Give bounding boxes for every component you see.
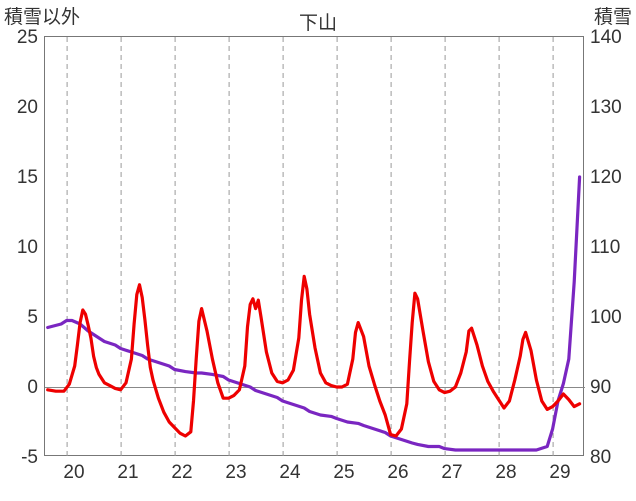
right-tick-100: 100	[590, 307, 622, 328]
left-tick-10: 10	[16, 237, 38, 258]
x-tick-28: 28	[495, 462, 517, 483]
left-tick-minus5: -5	[21, 447, 38, 468]
right-tick-90: 90	[590, 377, 612, 398]
x-tick-23: 23	[225, 462, 247, 483]
x-tick-21: 21	[117, 462, 139, 483]
x-tick-24: 24	[279, 462, 301, 483]
left-tick-25: 25	[16, 27, 38, 48]
x-tick-20: 20	[63, 462, 85, 483]
snow-depth-series	[46, 175, 582, 452]
right-tick-80: 80	[590, 447, 612, 468]
right-tick-130: 130	[590, 97, 622, 118]
x-tick-27: 27	[441, 462, 463, 483]
temperature-series	[46, 274, 582, 438]
x-tick-29: 29	[549, 462, 571, 483]
x-tick-22: 22	[171, 462, 193, 483]
right-tick-120: 120	[590, 167, 622, 188]
right-tick-140: 140	[590, 27, 622, 48]
chart-svg	[45, 37, 585, 457]
left-tick-15: 15	[16, 167, 38, 188]
left-tick-0: 0	[27, 377, 38, 398]
x-tick-25: 25	[333, 462, 355, 483]
right-axis-caption: 積雪	[593, 7, 632, 28]
chart-title: 下山	[298, 13, 337, 34]
left-tick-5: 5	[27, 307, 38, 328]
x-tick-26: 26	[387, 462, 409, 483]
plot-area	[44, 36, 585, 457]
right-tick-110: 110	[590, 237, 621, 258]
left-tick-20: 20	[16, 97, 38, 118]
gridlines	[66, 37, 554, 457]
left-axis-caption: 積雪以外	[4, 7, 81, 28]
